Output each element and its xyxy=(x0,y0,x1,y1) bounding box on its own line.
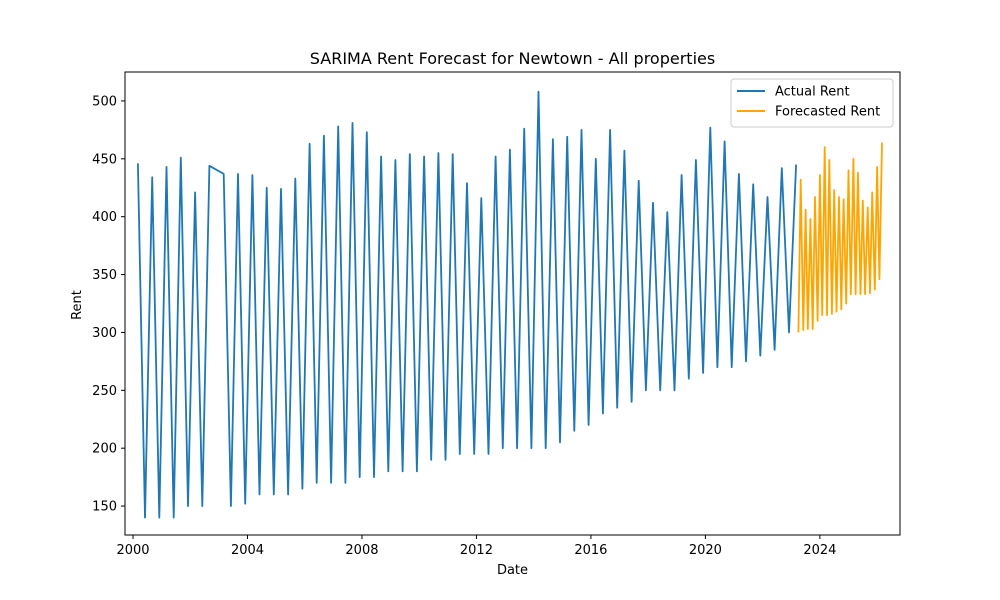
x-tick-label: 2020 xyxy=(689,543,722,558)
x-tick-label: 2008 xyxy=(345,543,378,558)
y-axis-label: Rent xyxy=(70,290,85,320)
plot-area xyxy=(124,71,901,536)
series-line-forecasted-rent xyxy=(797,142,883,333)
y-tick-label: 150 xyxy=(92,500,117,515)
y-tick-label: 450 xyxy=(92,152,117,167)
x-axis-label: Date xyxy=(497,563,528,578)
x-tick-label: 2000 xyxy=(116,543,149,558)
x-tick-label: 2004 xyxy=(231,543,264,558)
y-tick-label: 300 xyxy=(92,326,117,341)
y-tick-label: 350 xyxy=(92,268,117,283)
x-tick-label: 2016 xyxy=(574,543,607,558)
plot-background xyxy=(125,72,900,535)
x-tick-label: 2012 xyxy=(460,543,493,558)
y-tick-label: 200 xyxy=(92,442,117,457)
legend: Actual Rent Forecasted Rent xyxy=(730,78,894,128)
y-tick-label: 250 xyxy=(92,384,117,399)
chart-title: SARIMA Rent Forecast for Newtown - All p… xyxy=(310,49,715,68)
x-tick-label: 2024 xyxy=(803,543,836,558)
y-tick-label: 500 xyxy=(92,94,117,109)
plot-frame xyxy=(124,71,901,536)
legend-label-actual-rent: Actual Rent xyxy=(775,85,850,100)
legend-box xyxy=(730,78,894,128)
axis-ticks: 2000 2004 2008 2012 2016 2020 2024 150 200 250 300… xyxy=(92,94,836,558)
legend-label-forecasted-rent: Forecasted Rent xyxy=(775,105,880,120)
y-tick-label: 400 xyxy=(92,210,117,225)
series-line-actual-rent xyxy=(137,90,797,519)
